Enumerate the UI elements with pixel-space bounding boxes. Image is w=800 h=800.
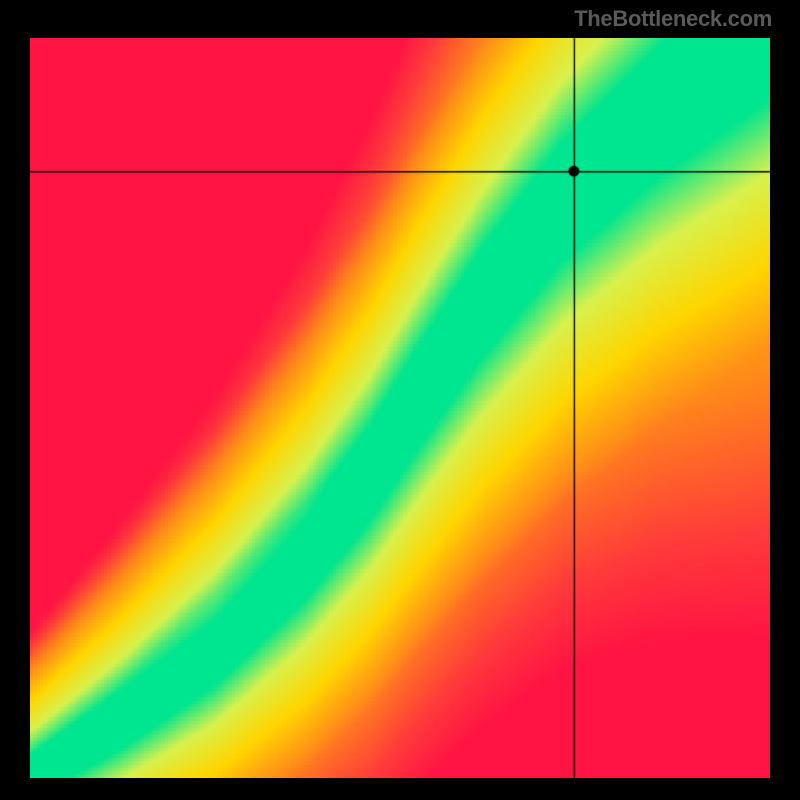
crosshair-overlay [0, 0, 800, 800]
chart-root: TheBottleneck.com [0, 0, 800, 800]
watermark-text: TheBottleneck.com [574, 6, 772, 32]
